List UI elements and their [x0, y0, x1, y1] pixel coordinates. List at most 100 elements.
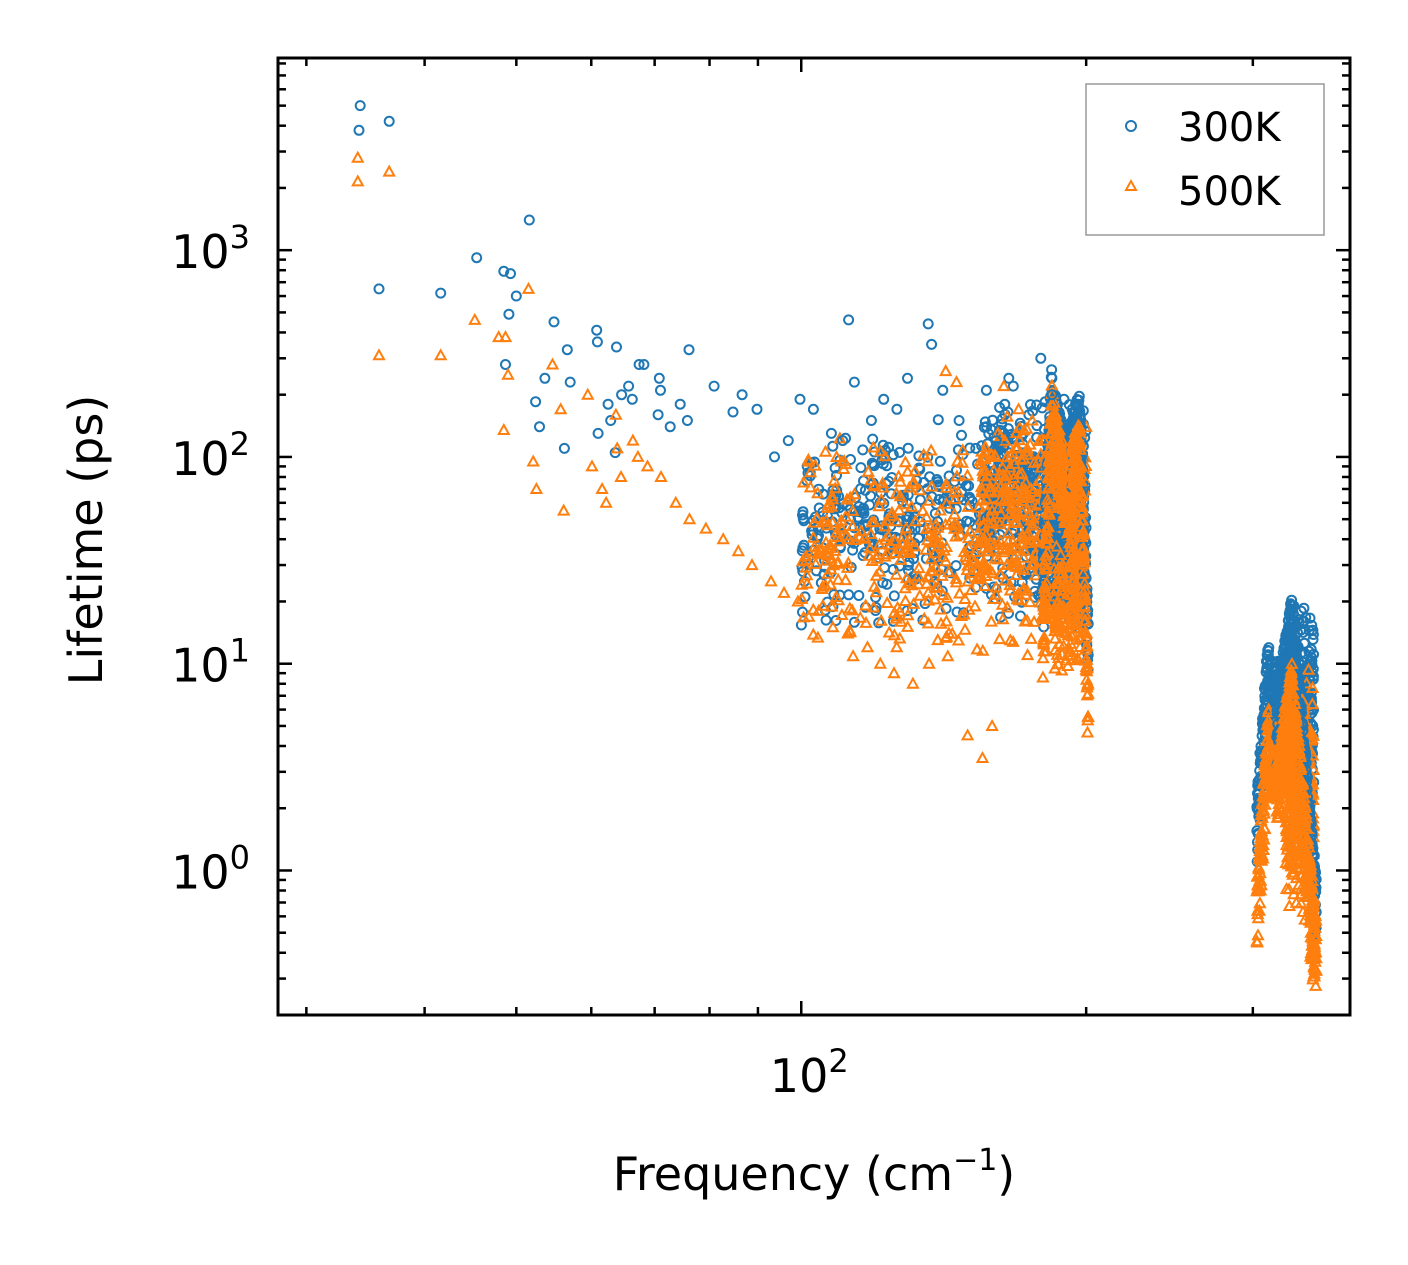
- point-300K: [1058, 393, 1070, 405]
- point-300K: [1287, 608, 1299, 620]
- point-500K: [971, 568, 986, 581]
- point-300K: [981, 421, 993, 433]
- point-300K: [891, 403, 903, 415]
- point-500K: [581, 387, 595, 400]
- point-500K: [835, 607, 849, 620]
- point-500K: [949, 575, 964, 588]
- point-300K: [909, 511, 921, 523]
- point-300K: [878, 393, 890, 405]
- point-300K: [798, 539, 810, 551]
- point-300K: [932, 414, 944, 426]
- point-500K: [853, 610, 867, 623]
- point-500K: [1305, 697, 1320, 710]
- point-300K: [853, 590, 865, 601]
- point-500K: [468, 312, 482, 325]
- point-500K: [1250, 935, 1264, 948]
- point-500K: [1003, 460, 1017, 473]
- point-500K: [961, 499, 975, 512]
- point-300K: [797, 506, 809, 518]
- point-500K: [1034, 447, 1048, 460]
- point-500K: [1309, 962, 1323, 975]
- point-500K: [1064, 469, 1078, 482]
- point-500K: [848, 532, 862, 545]
- point-500K: [1065, 508, 1079, 521]
- point-500K: [978, 532, 992, 545]
- point-500K: [843, 601, 857, 614]
- point-500K: [818, 578, 833, 591]
- point-500K: [1075, 488, 1089, 501]
- point-500K: [989, 580, 1003, 593]
- point-500K: [865, 515, 879, 528]
- point-500K: [888, 533, 902, 546]
- point-500K: [913, 483, 927, 496]
- point-300K: [902, 442, 914, 454]
- point-500K: [554, 402, 568, 415]
- point-300K: [1303, 645, 1315, 657]
- point-500K: [1043, 498, 1057, 511]
- point-500K: [1001, 526, 1016, 539]
- point-500K: [979, 527, 993, 540]
- point-500K: [1258, 821, 1272, 834]
- point-500K: [1029, 478, 1043, 491]
- point-500K: [796, 610, 811, 623]
- point-500K: [845, 519, 860, 532]
- point-500K: [984, 614, 998, 627]
- point-500K: [961, 531, 976, 544]
- point-300K: [1066, 403, 1078, 415]
- point-500K: [881, 529, 896, 542]
- point-500K: [1037, 630, 1051, 643]
- point-300K: [500, 359, 511, 370]
- point-500K: [924, 443, 938, 456]
- point-500K: [823, 537, 837, 550]
- point-300K: [913, 450, 925, 462]
- point-500K: [920, 533, 935, 546]
- point-500K: [501, 367, 515, 380]
- point-500K: [993, 567, 1008, 580]
- point-500K: [1254, 878, 1268, 891]
- point-500K: [889, 567, 903, 580]
- point-500K: [764, 574, 778, 587]
- point-500K: [860, 640, 875, 653]
- point-500K: [1052, 601, 1066, 614]
- point-500K: [1020, 421, 1034, 434]
- point-500K: [859, 598, 873, 611]
- point-500K: [939, 477, 953, 490]
- point-500K: [1293, 749, 1307, 762]
- point-300K: [1003, 372, 1015, 384]
- point-500K: [894, 552, 908, 565]
- point-500K: [829, 525, 844, 538]
- point-500K: [1031, 454, 1046, 467]
- point-500K: [1012, 593, 1026, 606]
- point-500K: [372, 348, 386, 361]
- point-500K: [940, 590, 955, 603]
- point-300K: [794, 393, 806, 405]
- point-500K: [933, 602, 948, 615]
- point-300K: [736, 389, 748, 401]
- point-500K: [893, 542, 907, 555]
- point-500K: [1309, 978, 1323, 991]
- point-500K: [1001, 557, 1015, 570]
- point-500K: [903, 544, 917, 557]
- point-500K: [998, 573, 1012, 586]
- point-500K: [1289, 719, 1304, 732]
- point-300K: [626, 393, 638, 405]
- point-300K: [1035, 352, 1047, 364]
- point-500K: [806, 530, 821, 543]
- point-500K: [879, 513, 894, 526]
- point-500K: [799, 549, 813, 562]
- point-500K: [894, 614, 908, 627]
- point-500K: [935, 540, 950, 553]
- point-500K: [847, 487, 862, 500]
- point-500K: [917, 611, 931, 624]
- point-300K: [683, 344, 695, 356]
- point-500K: [900, 464, 915, 477]
- point-500K: [1026, 556, 1040, 569]
- point-500K: [948, 492, 962, 505]
- point-300K: [990, 435, 1002, 447]
- point-300K: [1046, 389, 1058, 401]
- point-500K: [1000, 540, 1014, 553]
- point-500K: [810, 511, 824, 524]
- point-300K: [979, 416, 991, 428]
- point-500K: [936, 588, 950, 601]
- point-500K: [826, 620, 840, 633]
